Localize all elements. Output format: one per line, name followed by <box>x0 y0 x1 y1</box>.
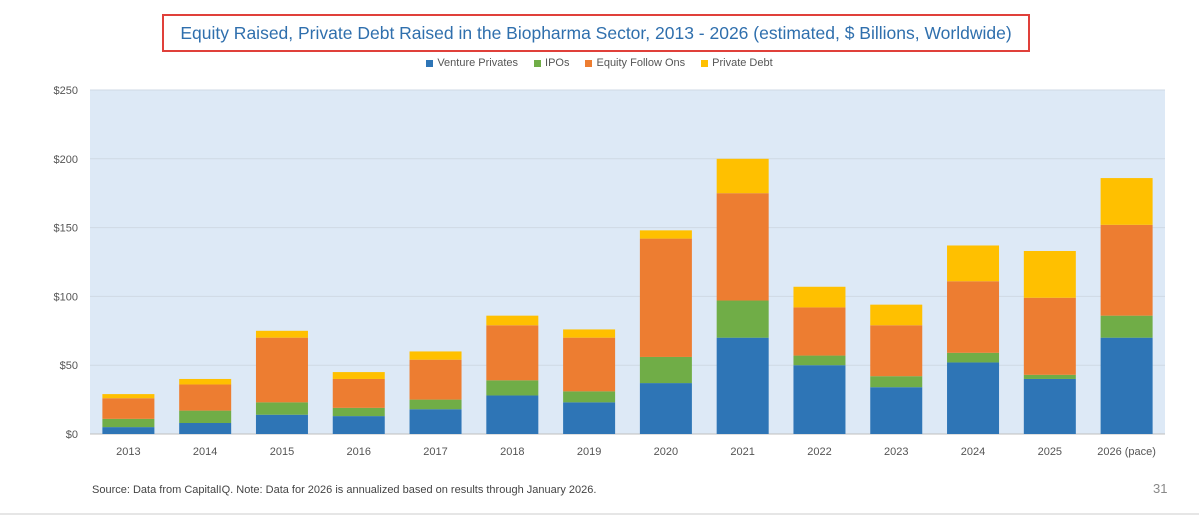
legend-swatch <box>585 59 593 67</box>
y-tick-label: $50 <box>60 360 78 372</box>
divider <box>0 513 1199 515</box>
bar-segment-equity-follow-ons <box>1023 297 1076 375</box>
x-tick-label: 2020 <box>654 446 678 458</box>
bar-segment-ipos <box>793 355 846 366</box>
bar-segment-equity-follow-ons <box>332 378 385 408</box>
x-tick-label: 2014 <box>193 446 217 458</box>
bar-segment-private-debt <box>486 315 539 326</box>
legend-label: IPOs <box>545 57 570 69</box>
legend-label: Equity Follow Ons <box>596 57 686 69</box>
x-tick-label: 2017 <box>423 446 447 458</box>
bar-segment-venture-privates <box>639 383 692 434</box>
legend-label: Private Debt <box>712 57 773 69</box>
bar-segment-private-debt <box>639 230 692 239</box>
bar-segment-ipos <box>870 376 923 388</box>
legend-item: IPOs <box>534 57 569 69</box>
chart-title-box: Equity Raised, Private Debt Raised in th… <box>162 14 1030 52</box>
bar-segment-private-debt <box>870 304 923 326</box>
bar-segment-venture-privates <box>1023 378 1076 434</box>
bar-segment-private-debt <box>332 372 385 379</box>
bar-segment-equity-follow-ons <box>870 325 923 377</box>
bar-segment-equity-follow-ons <box>1100 224 1153 316</box>
bar-segment-venture-privates <box>870 387 923 434</box>
x-tick-label: 2024 <box>961 446 985 458</box>
bar-segment-ipos <box>1100 315 1153 338</box>
bar-segment-ipos <box>947 352 1000 363</box>
x-tick-label: 2023 <box>884 446 908 458</box>
bar-segment-ipos <box>102 418 155 428</box>
y-tick-label: $200 <box>54 154 78 166</box>
plot-area <box>90 90 1165 434</box>
bar-segment-ipos <box>179 410 232 423</box>
x-tick-label: 2026 (pace) <box>1097 446 1156 458</box>
bar-segment-ipos <box>563 391 616 403</box>
bar-segment-venture-privates <box>563 402 616 434</box>
source-note: Source: Data from CapitalIQ. Note: Data … <box>92 484 597 496</box>
bar-segment-private-debt <box>102 394 155 399</box>
y-tick-label: $0 <box>66 429 78 441</box>
page-number: 31 <box>1153 481 1168 496</box>
bar-segment-private-debt <box>1023 250 1076 298</box>
x-tick-label: 2025 <box>1038 446 1062 458</box>
bar-segment-equity-follow-ons <box>793 307 846 356</box>
bar-segment-venture-privates <box>332 416 385 434</box>
x-tick-label: 2019 <box>577 446 601 458</box>
y-tick-label: $150 <box>54 223 78 235</box>
bar-segment-equity-follow-ons <box>947 281 1000 353</box>
legend-item: Venture Privates <box>426 57 518 69</box>
bar-segment-venture-privates <box>255 414 308 434</box>
bar-segment-equity-follow-ons <box>102 398 155 419</box>
y-tick-label: $250 <box>54 85 78 97</box>
bar-segment-venture-privates <box>947 362 1000 434</box>
bar-segment-ipos <box>1023 374 1076 379</box>
x-tick-label: 2018 <box>500 446 524 458</box>
bar-segment-private-debt <box>947 245 1000 282</box>
bar-segment-ipos <box>486 380 539 396</box>
legend-item: Private Debt <box>701 57 773 69</box>
stacked-bar-chart: $0 $50 $100 $150 $200 $250 2013 2014 2015 2016 201… <box>54 85 1165 458</box>
bar-segment-venture-privates <box>486 395 539 434</box>
bar-segment-ipos <box>639 356 692 384</box>
bar-segment-venture-privates <box>179 422 232 434</box>
legend-swatch <box>534 59 542 67</box>
bar-segment-private-debt <box>179 378 232 385</box>
legend-swatch <box>701 59 709 67</box>
bar-segment-equity-follow-ons <box>563 337 616 392</box>
bar-segment-ipos <box>409 399 462 410</box>
bar-segment-equity-follow-ons <box>409 359 462 400</box>
legend: Venture Privates IPOs Equity Follow Ons Pri… <box>0 57 1199 69</box>
x-tick-label: 2016 <box>347 446 371 458</box>
bar-segment-ipos <box>716 300 769 338</box>
bar-segment-equity-follow-ons <box>639 238 692 357</box>
bar-segment-venture-privates <box>409 409 462 434</box>
bar-segment-ipos <box>255 402 308 415</box>
bar-segment-venture-privates <box>716 337 769 434</box>
bar-segment-equity-follow-ons <box>255 337 308 403</box>
bar-segment-venture-privates <box>1100 337 1153 434</box>
legend-swatch <box>426 59 434 67</box>
bar-segment-venture-privates <box>793 365 846 434</box>
bar-segment-private-debt <box>793 286 846 308</box>
bar-segment-venture-privates <box>102 427 155 434</box>
bar-segment-private-debt <box>1100 178 1153 225</box>
bar-segment-private-debt <box>409 351 462 360</box>
x-tick-label: 2013 <box>116 446 140 458</box>
bar-segment-private-debt <box>716 158 769 194</box>
x-tick-label: 2015 <box>270 446 294 458</box>
bar-segment-equity-follow-ons <box>179 384 232 411</box>
legend-label: Venture Privates <box>437 57 519 69</box>
chart-title: Equity Raised, Private Debt Raised in th… <box>180 22 1012 43</box>
bar-segment-equity-follow-ons <box>716 193 769 301</box>
legend-item: Equity Follow Ons <box>585 57 685 69</box>
bar-segment-equity-follow-ons <box>486 325 539 381</box>
y-tick-label: $100 <box>54 291 78 303</box>
bar-segment-private-debt <box>255 330 308 338</box>
bar-segment-ipos <box>332 407 385 417</box>
x-tick-label: 2021 <box>730 446 754 458</box>
bar-segment-private-debt <box>563 329 616 338</box>
x-tick-label: 2022 <box>807 446 831 458</box>
